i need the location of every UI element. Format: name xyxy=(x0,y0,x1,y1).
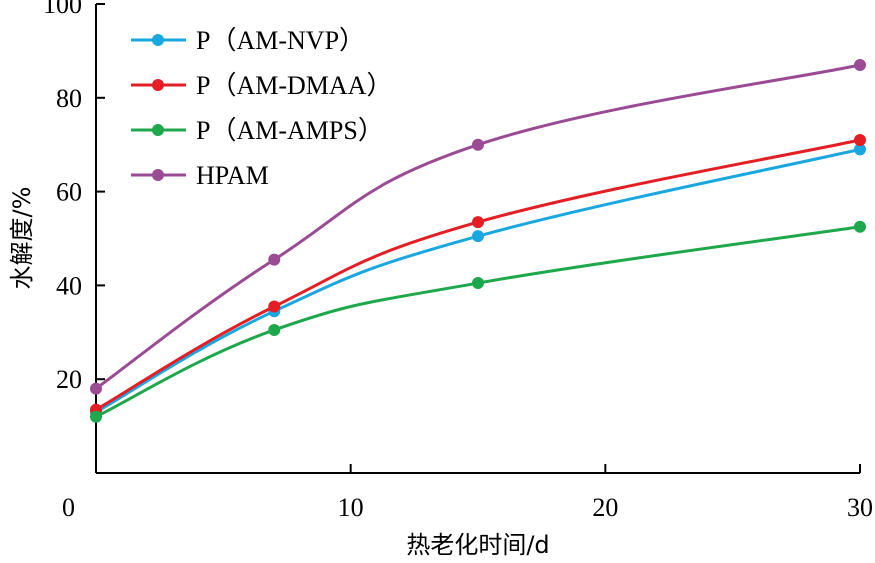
data-point xyxy=(472,230,484,243)
series-line xyxy=(95,225,861,419)
legend-label: P（AM-AMPS） xyxy=(196,116,384,145)
legend-item: P（AM-NVP） xyxy=(131,26,365,55)
data-point xyxy=(268,253,281,266)
data-point xyxy=(268,323,281,336)
legend-item: P（AM-DMAA） xyxy=(131,71,392,100)
y-tick-label: 60 xyxy=(56,178,82,207)
y-tick-label: 20 xyxy=(56,365,82,394)
legend-swatch-marker xyxy=(152,169,164,181)
x-tick-label: 20 xyxy=(592,493,618,522)
data-point xyxy=(472,138,484,151)
x-axis-title: 热老化时间/d xyxy=(406,531,549,559)
series-1 xyxy=(90,134,866,416)
data-point xyxy=(90,382,102,395)
ticks xyxy=(95,3,861,473)
y-tick-label: 100 xyxy=(43,0,82,19)
data-point xyxy=(854,58,866,71)
series-line xyxy=(95,63,861,390)
legend-label: HPAM xyxy=(196,161,269,190)
legend-item: HPAM xyxy=(131,161,269,190)
axes xyxy=(95,4,860,474)
series-2 xyxy=(90,220,866,423)
legend-item: P（AM-AMPS） xyxy=(131,116,384,145)
series-group xyxy=(90,58,866,423)
data-point xyxy=(90,410,102,423)
legend-label: P（AM-DMAA） xyxy=(196,71,392,100)
x-tick-label: 0 xyxy=(62,493,75,522)
data-point xyxy=(854,134,866,147)
data-point xyxy=(472,277,484,290)
series-3 xyxy=(90,58,866,395)
data-point xyxy=(268,300,281,313)
series-line xyxy=(95,147,861,414)
y-tick-label: 80 xyxy=(56,84,82,113)
legend-swatch-marker xyxy=(152,34,164,46)
data-point xyxy=(472,216,484,229)
legend-swatch-marker xyxy=(152,124,164,136)
data-point xyxy=(854,143,866,156)
legend-label: P（AM-NVP） xyxy=(196,26,365,55)
x-tick-label: 30 xyxy=(847,493,873,522)
series-line xyxy=(95,138,861,411)
tick-labels: 0 10 20 30 20 40 60 80 100 xyxy=(43,0,873,522)
y-tick-label: 40 xyxy=(56,271,82,300)
data-point xyxy=(854,220,866,233)
x-tick-label: 10 xyxy=(338,493,364,522)
legend-swatch-marker xyxy=(152,79,164,91)
legend: P（AM-NVP） P（AM-DMAA） P（AM-AMPS） HPAM xyxy=(131,26,392,190)
y-axis-title: 水解度/% xyxy=(8,187,36,290)
